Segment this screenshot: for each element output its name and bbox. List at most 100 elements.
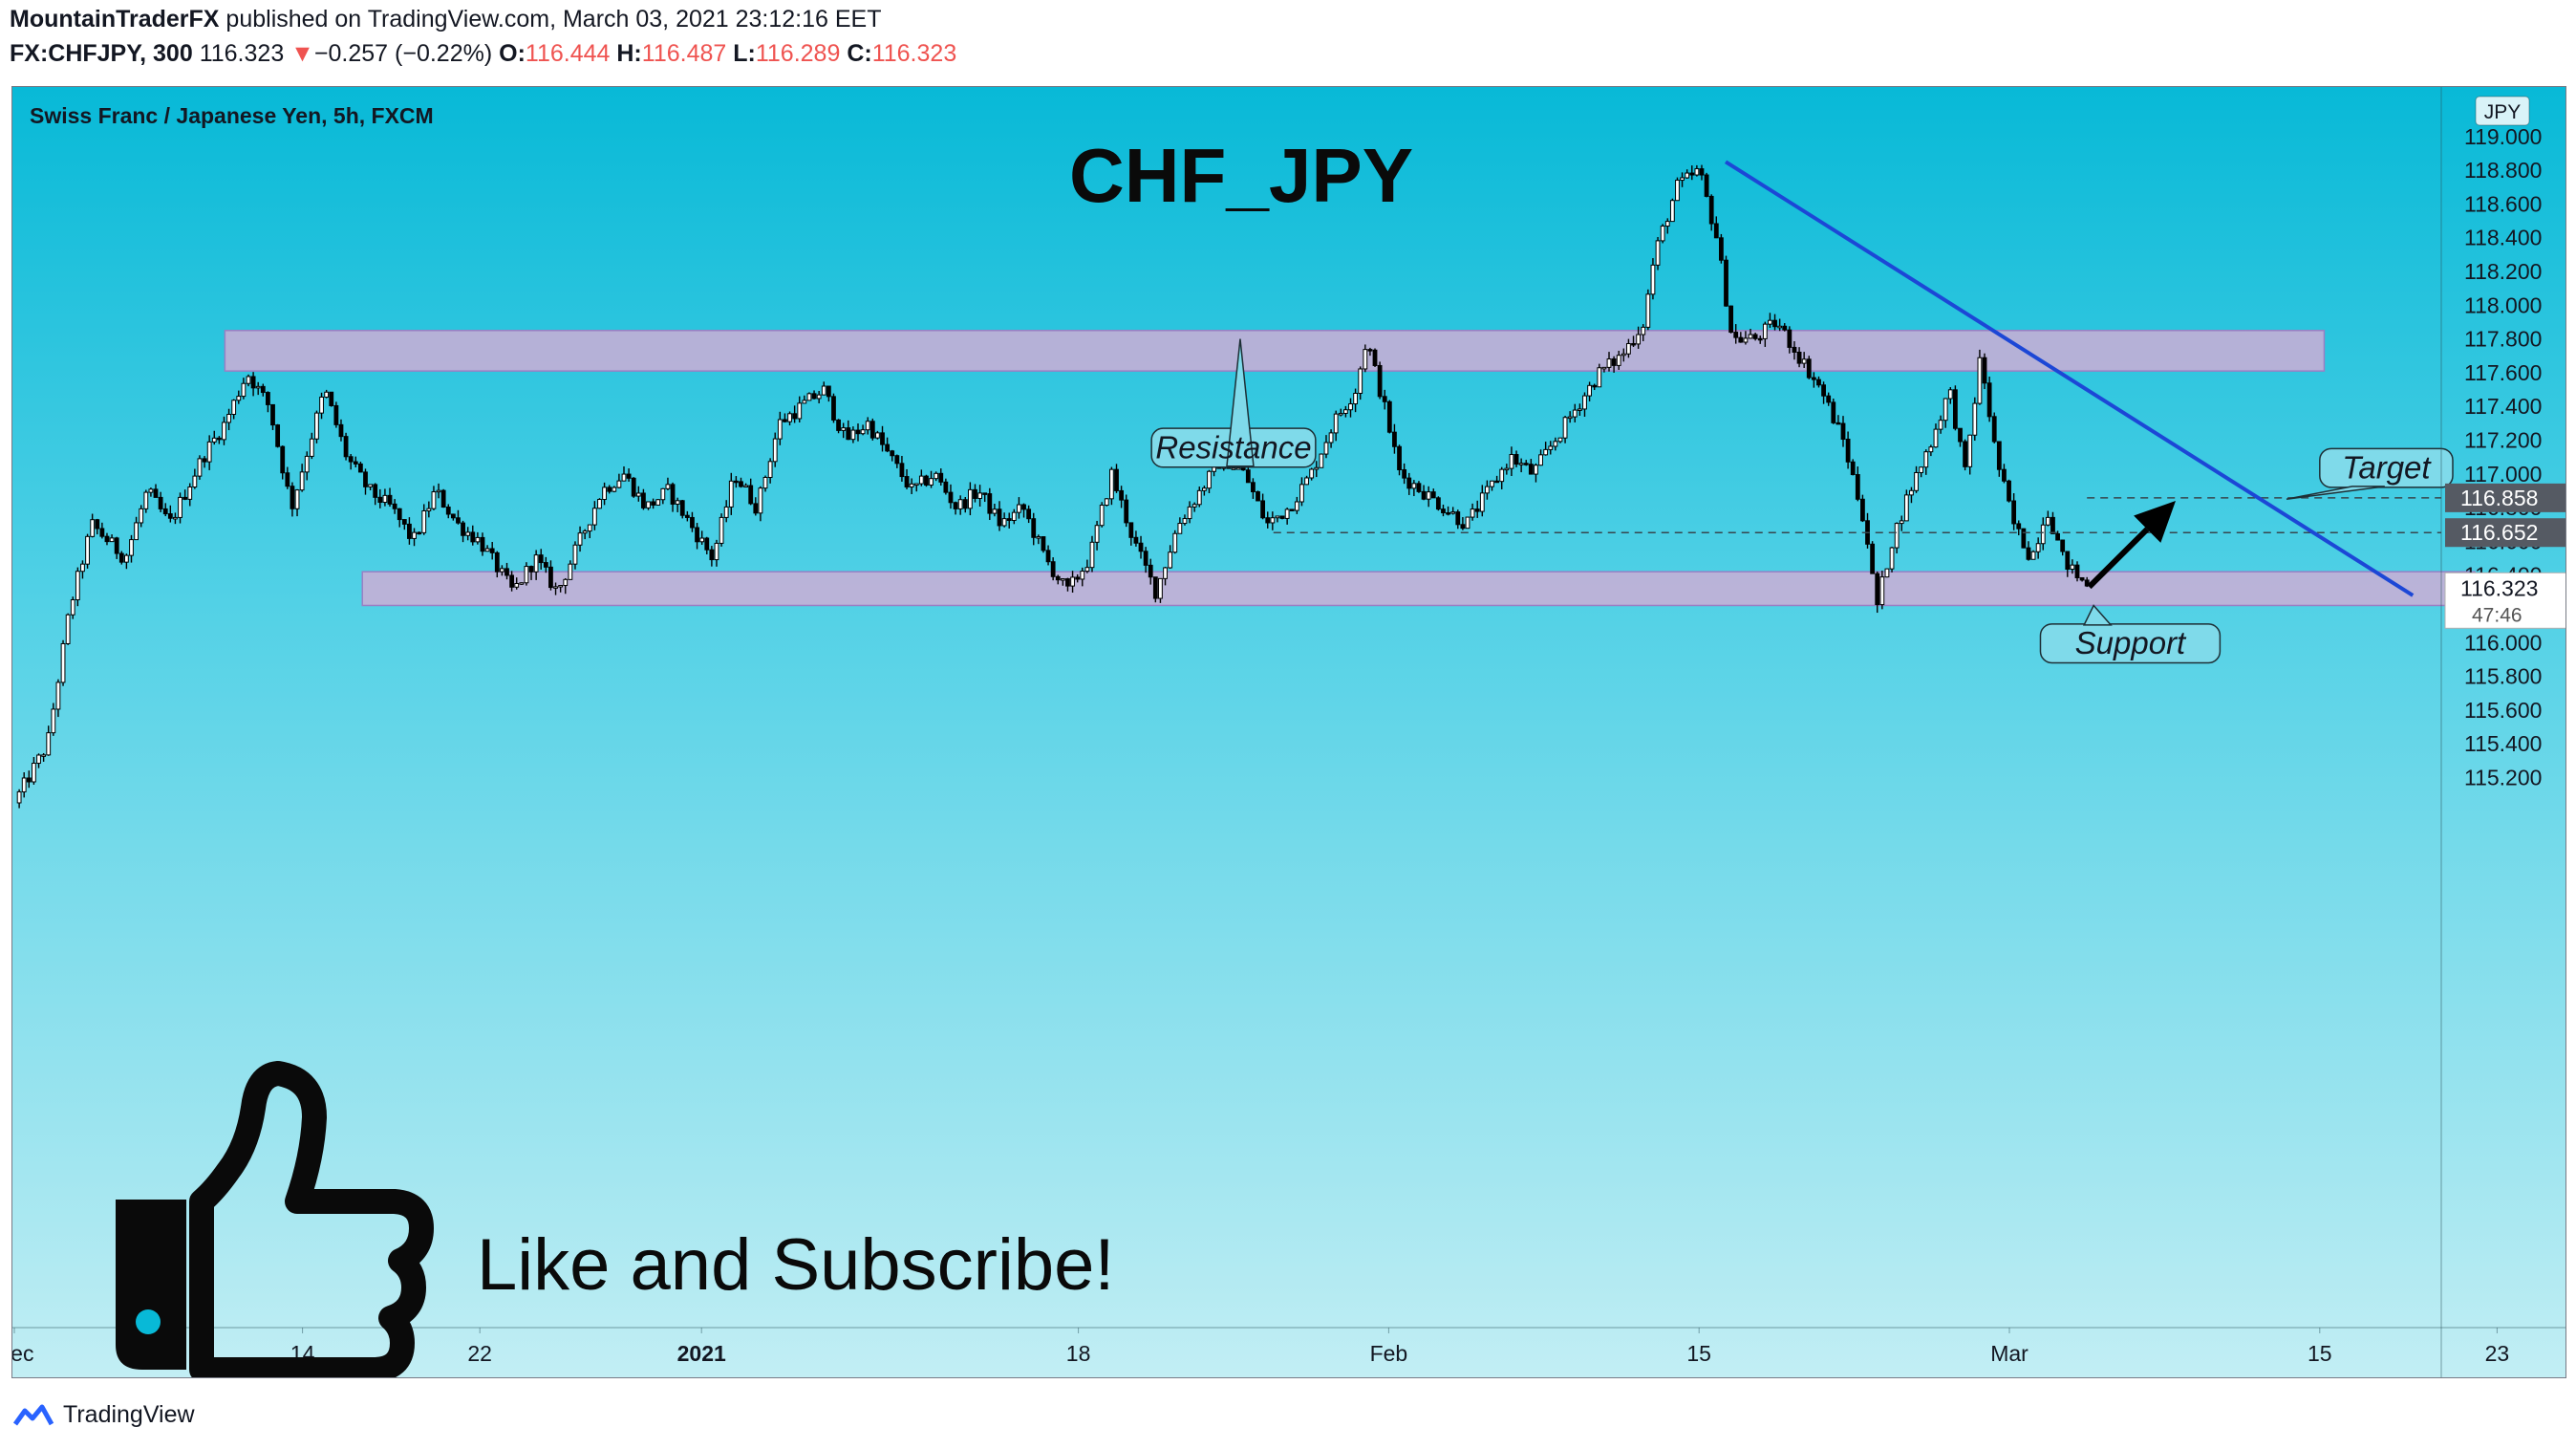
currency-badge[interactable]: JPY <box>2475 96 2530 126</box>
candle-body-271 <box>1338 412 1343 416</box>
candle-body-326 <box>1606 358 1612 368</box>
price-level-label-1[interactable]: 116.652 <box>2445 518 2566 548</box>
downtrend-line[interactable] <box>1724 160 2415 597</box>
candle-body-36 <box>192 475 198 488</box>
candle-body-58 <box>299 471 305 491</box>
candle-body-309 <box>1523 463 1529 465</box>
candle-body-236 <box>1168 551 1173 569</box>
headline-text: CHF_JPY <box>1069 133 1413 218</box>
candle-body-17 <box>99 528 105 537</box>
candle-body-204 <box>1011 511 1017 522</box>
footer-brand[interactable]: TradingView <box>63 1401 195 1428</box>
candle-body-294 <box>1450 511 1456 514</box>
candle-body-199 <box>987 493 993 514</box>
candle-body-173 <box>860 429 866 435</box>
candle-body-282 <box>1392 431 1397 447</box>
candle-body-102 <box>514 583 520 588</box>
candle-body-151 <box>753 503 759 514</box>
candle-body-422 <box>2074 564 2080 578</box>
candle-body-323 <box>1592 384 1598 388</box>
candle-body-367 <box>1806 358 1812 378</box>
candle-body-74 <box>377 496 383 504</box>
candle-body-225 <box>1114 468 1119 491</box>
candle-body-82 <box>417 531 422 535</box>
support-callout[interactable]: Support <box>2039 604 2222 664</box>
candle-body-197 <box>977 492 982 499</box>
support-zone[interactable] <box>361 571 2476 607</box>
candle-body-141 <box>704 537 710 551</box>
publisher-name[interactable]: MountainTraderFX <box>10 6 220 32</box>
resistance-callout-pointer <box>1226 338 1255 467</box>
candle-body-378 <box>1860 498 1865 522</box>
price-axis[interactable]: 119.000 118.800 118.600 118.400 118.200 118.0… <box>2444 124 2566 790</box>
candle-body-372 <box>1831 401 1836 423</box>
candle-body-321 <box>1582 395 1587 410</box>
candle-body-76 <box>387 494 393 505</box>
price-chart[interactable]: Resistance Target Support 119.000118.80011… <box>12 87 2566 1378</box>
target-arrow[interactable] <box>2087 501 2176 590</box>
candle-body-235 <box>1163 567 1168 579</box>
candle-body-237 <box>1172 532 1178 553</box>
candle-body-407 <box>2002 468 2007 482</box>
candle-body-71 <box>363 471 368 487</box>
candle-body-347 <box>1708 195 1714 225</box>
open-label: O: <box>499 40 526 67</box>
time-tick-label-8: 15 <box>2308 1341 2332 1366</box>
chart-frame[interactable]: Resistance Target Support 119.000 118.800 11… <box>11 86 2566 1378</box>
price-tick-label-6: 117.800 <box>2464 327 2542 352</box>
published-text: published on TradingView.com, March 03, … <box>225 6 882 32</box>
candle-body-259 <box>1279 515 1285 519</box>
candle-body-19 <box>109 537 115 543</box>
last-price-label[interactable]: 116.323 47:46 <box>2444 572 2566 629</box>
candle-body-57 <box>294 489 300 509</box>
candle-body-325 <box>1601 366 1607 370</box>
candle-body-207 <box>1026 508 1032 520</box>
candle-body-84 <box>426 508 432 511</box>
time-tick-label-3: 2021 <box>677 1341 726 1366</box>
candle-body-205 <box>1017 504 1021 513</box>
price-level-label-0[interactable]: 116.858 <box>2445 483 2566 512</box>
resistance-callout[interactable]: Resistance <box>1150 338 1317 468</box>
candle-body-255 <box>1260 500 1266 519</box>
candle-body-116 <box>582 530 588 534</box>
support-callout-pointer <box>2082 604 2113 626</box>
price-level-value-0: 116.858 <box>2460 486 2538 510</box>
candle-body-94 <box>475 536 481 543</box>
candle-body-126 <box>631 477 636 497</box>
candle-body-22 <box>123 554 129 563</box>
candle-body-16 <box>95 519 100 530</box>
candle-body-176 <box>875 432 880 439</box>
candle-body-384 <box>1889 547 1895 570</box>
price-tick-label-17: 115.400 <box>2464 731 2542 756</box>
candle-body-154 <box>767 461 773 478</box>
candle-body-186 <box>924 475 929 486</box>
candle-body-203 <box>1006 518 1012 522</box>
candle-body-241 <box>1191 504 1197 508</box>
candle-body-382 <box>1879 576 1885 606</box>
candle-body-362 <box>1782 325 1788 331</box>
candle-body-320 <box>1577 408 1582 411</box>
candle-body-136 <box>679 500 685 516</box>
candle-body-165 <box>821 385 826 396</box>
candle-body-51 <box>266 392 270 405</box>
candle-body-322 <box>1587 384 1592 397</box>
candle-body-290 <box>1430 491 1436 499</box>
candle-body-59 <box>304 455 310 473</box>
candle-body-159 <box>792 413 798 420</box>
candle-body-415 <box>2040 524 2046 545</box>
candle-body-160 <box>797 402 803 420</box>
candle-body-168 <box>836 419 841 431</box>
candle-body-41 <box>216 437 222 441</box>
candle-body-18 <box>104 535 110 543</box>
candle-body-95 <box>480 536 485 552</box>
candle-body-404 <box>1986 382 1992 418</box>
candle-body-350 <box>1724 259 1728 307</box>
target-callout[interactable]: Target <box>2286 447 2454 501</box>
candle-body-264 <box>1304 477 1309 486</box>
candle-body-8 <box>55 681 61 710</box>
candle-body-122 <box>612 487 617 492</box>
resistance-zone[interactable] <box>224 330 2326 372</box>
tradingview-logo-icon[interactable] <box>11 1403 55 1428</box>
candle-body-364 <box>1792 346 1797 353</box>
candle-body-414 <box>2035 543 2041 552</box>
